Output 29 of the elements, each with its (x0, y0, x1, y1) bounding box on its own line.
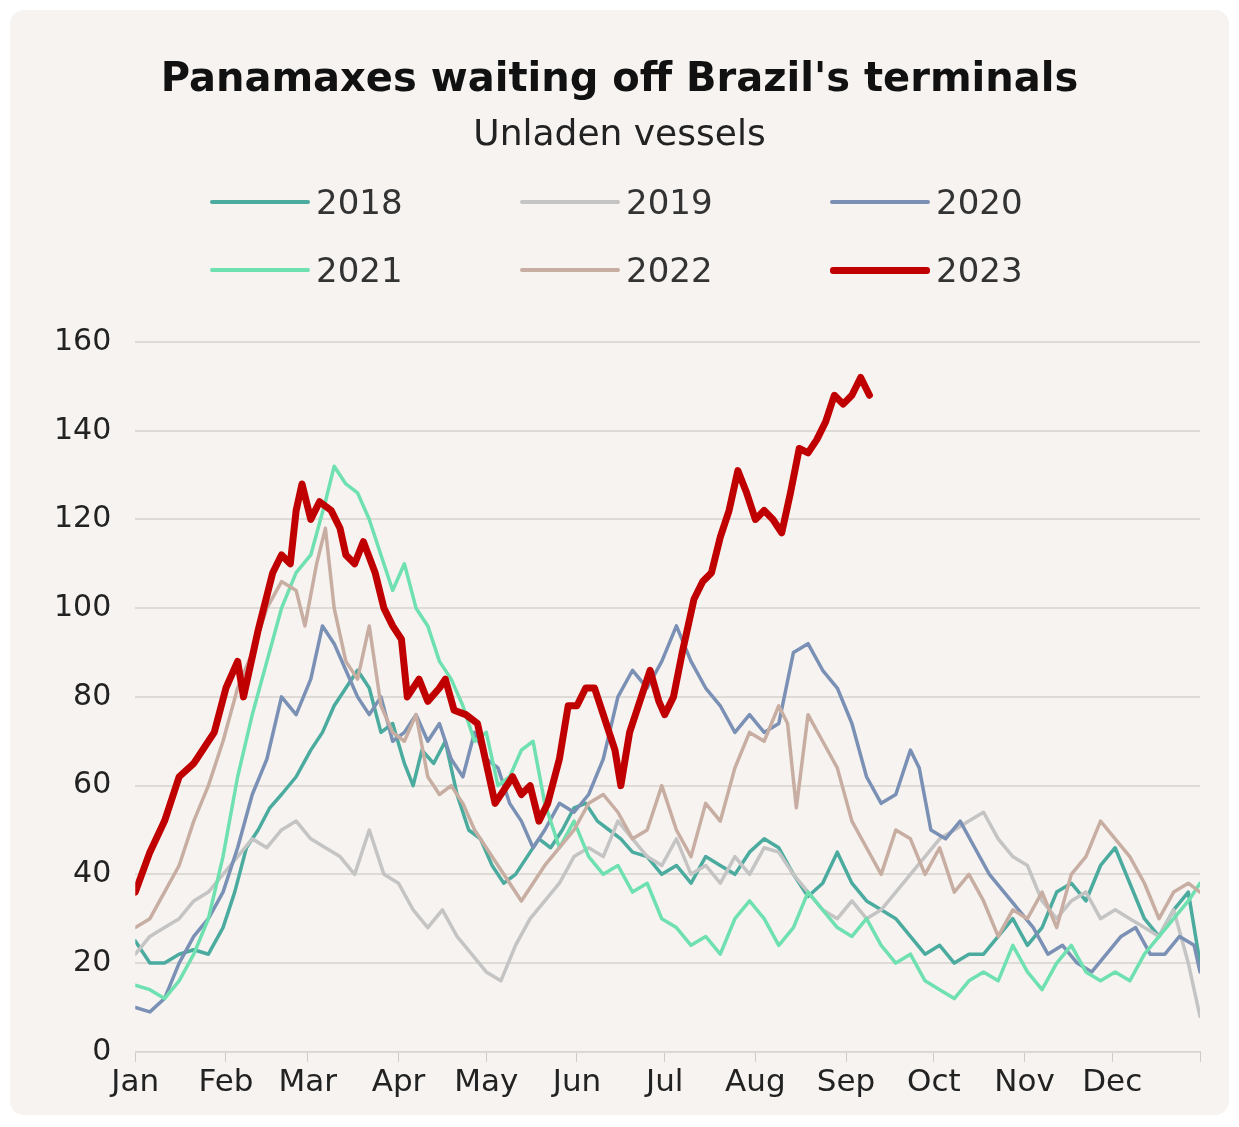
y-tick-label: 120 (54, 499, 112, 535)
chart-title: Panamaxes waiting off Brazil's terminals (159, 54, 1080, 100)
x-tick-label: May (454, 1062, 519, 1099)
y-tick-label: 20 (73, 942, 112, 978)
x-tick-label: Sep (816, 1062, 876, 1099)
y-tick-label: 100 (54, 587, 112, 623)
x-tick-label: Oct (907, 1062, 961, 1099)
legend-label: 2021 (316, 250, 403, 290)
x-tick-label: Dec (1082, 1062, 1143, 1099)
x-tick-label: Aug (725, 1062, 786, 1099)
y-tick-label: 0 (92, 1031, 112, 1067)
x-tick-label: Nov (994, 1062, 1055, 1099)
x-tick-label: Apr (371, 1062, 426, 1099)
legend-label: 2018 (316, 182, 403, 222)
legend-label: 2019 (626, 182, 713, 222)
chart-subtitle: Unladen vessels (472, 112, 767, 153)
x-tick-label: Mar (278, 1062, 338, 1099)
y-tick-label: 140 (54, 410, 112, 446)
y-tick-label: 40 (73, 854, 112, 890)
x-tick-label: Jun (550, 1062, 602, 1099)
y-tick-label: 60 (73, 765, 112, 801)
x-tick-label: Jul (644, 1062, 684, 1099)
legend-label: 2023 (936, 250, 1023, 290)
x-tick-label: Jan (109, 1062, 160, 1099)
legend-label: 2020 (936, 182, 1023, 222)
y-tick-label: 80 (73, 676, 112, 712)
y-tick-label: 160 (54, 321, 112, 357)
legend-label: 2022 (626, 250, 713, 290)
x-tick-label: Feb (198, 1062, 254, 1099)
